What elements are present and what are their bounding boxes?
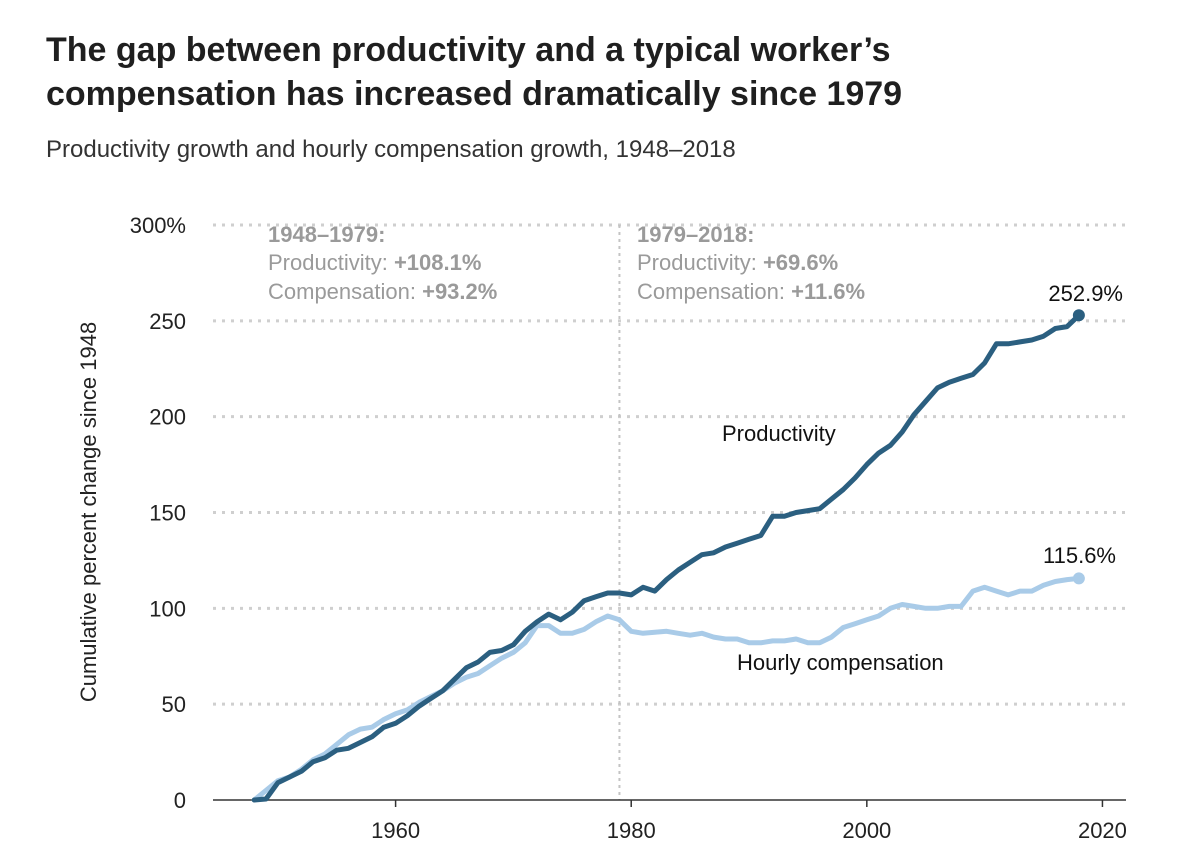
y-tick-label-50: 50 xyxy=(162,692,186,717)
y-tick-label-300: 300% xyxy=(130,213,186,238)
compensation-series-line xyxy=(251,575,1082,803)
chart-title-line-1: The gap between productivity and a typic… xyxy=(46,31,891,69)
y-tick-label-250: 250 xyxy=(149,309,186,334)
period-1-compensation-value: +93.2% xyxy=(422,279,497,304)
y-tick-label-150: 150 xyxy=(149,501,186,526)
period-2-compensation-value: +11.6% xyxy=(791,279,865,304)
x-tick-label-2000: 2000 xyxy=(842,818,891,843)
period-2-heading: 1979–2018: xyxy=(637,222,754,247)
y-tick-label-200: 200 xyxy=(149,405,186,430)
y-axis-ticks: 0 50 100 150 200 250 300% xyxy=(130,213,186,813)
x-axis-ticks: 1960 1980 2000 2020 xyxy=(371,800,1127,843)
y-axis-label: Cumulative percent change since 1948 xyxy=(76,322,101,702)
period-annotation-1948-1979: 1948–1979: Productivity: +108.1% Compens… xyxy=(268,222,497,304)
x-tick-label-1960: 1960 xyxy=(371,818,420,843)
productivity-end-label: 252.9% xyxy=(1048,281,1123,306)
compensation-end-label: 115.6% xyxy=(1043,543,1116,568)
period-1-heading: 1948–1979: xyxy=(268,222,385,247)
period-1-productivity-label: Productivity: xyxy=(268,250,394,275)
period-1-productivity: Productivity: +108.1% xyxy=(268,250,481,275)
compensation-endpoint xyxy=(1072,572,1085,585)
x-tick-label-1980: 1980 xyxy=(607,818,656,843)
x-tick-label-2020: 2020 xyxy=(1078,818,1127,843)
chart-subtitle: Productivity growth and hourly compensat… xyxy=(46,136,736,163)
chart-title-line-2: compensation has increased dramatically … xyxy=(46,75,903,113)
period-1-compensation-label: Compensation: xyxy=(268,279,422,304)
productivity-series-line xyxy=(251,312,1082,803)
chart-title: The gap between productivity and a typic… xyxy=(46,28,1146,116)
period-2-productivity-value: +69.6% xyxy=(763,250,838,275)
productivity-endpoint xyxy=(1072,309,1085,322)
period-2-compensation-label: Compensation: xyxy=(637,279,791,304)
period-2-compensation: Compensation: +11.6% xyxy=(637,279,865,304)
period-1-productivity-value: +108.1% xyxy=(394,250,481,275)
compensation-series-label: Hourly compensation xyxy=(737,650,944,675)
y-tick-label-100: 100 xyxy=(149,596,186,621)
productivity-series-label: Productivity xyxy=(722,421,836,446)
period-2-productivity: Productivity: +69.6% xyxy=(637,250,838,275)
period-annotation-1979-2018: 1979–2018: Productivity: +69.6% Compensa… xyxy=(637,222,865,304)
period-1-compensation: Compensation: +93.2% xyxy=(268,279,497,304)
period-2-productivity-label: Productivity: xyxy=(637,250,763,275)
y-tick-label-0: 0 xyxy=(174,788,186,813)
